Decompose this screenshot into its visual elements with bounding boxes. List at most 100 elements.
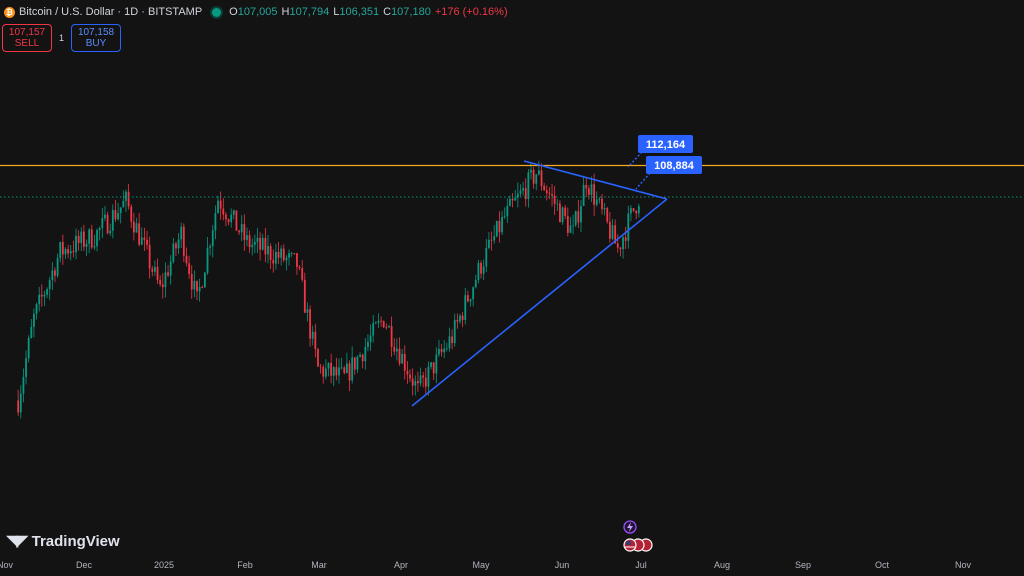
candle-body — [382, 321, 385, 328]
candle-body — [40, 294, 43, 297]
candle-body — [374, 322, 377, 324]
x-tick-label: May — [472, 560, 490, 570]
candle-body — [461, 315, 464, 320]
candle-body — [35, 304, 38, 314]
candle-body — [238, 230, 240, 233]
candle-body — [38, 294, 41, 305]
buy-button[interactable]: 107,158 BUY — [71, 24, 122, 52]
candle-body — [535, 174, 538, 184]
candle-body — [298, 266, 301, 268]
upper-trendline[interactable] — [523, 160, 668, 200]
candle-body — [488, 239, 490, 248]
candle-body — [414, 381, 417, 386]
candle-body — [561, 207, 564, 223]
candle-body — [361, 354, 364, 362]
candle-body — [169, 261, 172, 276]
candle-body — [511, 198, 514, 201]
candle-body — [46, 289, 48, 295]
candle-body — [369, 335, 372, 342]
quantity-value[interactable]: 1 — [59, 33, 65, 43]
candle-body — [104, 214, 106, 219]
callout-108884[interactable]: 108,884 — [646, 156, 702, 174]
candle-body — [598, 198, 601, 200]
candle-body — [632, 208, 635, 211]
candle-body — [301, 267, 304, 280]
candle-body — [501, 216, 503, 233]
candle-body — [432, 362, 435, 374]
candle-body — [351, 357, 354, 381]
candle-body — [390, 326, 393, 347]
candle-body — [198, 286, 201, 292]
tradingview-logo[interactable]: ◥◤ TradingView — [6, 531, 120, 551]
lower-trendline[interactable] — [411, 198, 668, 407]
candle-body — [172, 243, 175, 262]
us-flag-events-icon[interactable] — [623, 538, 653, 552]
candle-body — [335, 367, 338, 376]
candle-body — [219, 200, 222, 209]
candle-body — [243, 224, 246, 240]
candle-body — [309, 309, 311, 339]
callout-112164[interactable]: 112,164 — [638, 135, 693, 153]
candle-body — [167, 272, 169, 276]
candle-body — [274, 251, 277, 264]
candle-body — [343, 367, 346, 373]
candle-body — [466, 295, 469, 302]
candle-body — [616, 243, 619, 248]
candle-body — [327, 362, 330, 369]
callout-label: 108,884 — [654, 160, 695, 172]
candle-body — [332, 367, 335, 376]
candle-body — [524, 188, 527, 200]
candle-body — [146, 239, 148, 245]
candle-body — [190, 274, 193, 290]
candle-body — [611, 225, 614, 239]
candle-body — [456, 320, 459, 322]
candle-body — [248, 235, 251, 248]
candle-body — [90, 229, 93, 248]
candle-body — [130, 206, 133, 222]
candle-body — [385, 327, 388, 329]
candle-body — [509, 198, 511, 206]
candle-body — [577, 211, 580, 223]
trade-panel: 107,157 SELL 1 107,158 BUY — [2, 24, 122, 52]
candle-body — [530, 169, 532, 173]
candle-body — [606, 208, 609, 222]
candle-body — [111, 209, 114, 231]
market-open-icon — [212, 7, 222, 17]
candle-body — [180, 226, 183, 240]
sell-price: 107,157 — [8, 27, 46, 38]
candle-body — [317, 349, 319, 367]
candle-body — [503, 216, 506, 218]
candle-body — [214, 213, 217, 231]
candle-body — [377, 320, 380, 323]
x-tick-label: Dec — [76, 560, 93, 570]
buy-price: 107,158 — [77, 27, 115, 38]
candle-body — [427, 366, 430, 387]
candle-body — [206, 247, 209, 273]
candle-body — [264, 237, 267, 255]
candle-body — [67, 249, 70, 254]
candle-body — [225, 214, 227, 220]
candle-body — [261, 237, 264, 250]
sell-button[interactable]: 107,157 SELL — [2, 24, 52, 52]
candle-body — [77, 235, 80, 243]
candle-body — [88, 229, 91, 244]
symbol-title[interactable]: Bitcoin / U.S. Dollar · 1D · BITSTAMP — [19, 6, 203, 18]
candle-body — [637, 206, 640, 214]
candle-body — [269, 245, 272, 260]
candle-body — [388, 326, 390, 328]
x-tick-label: Jun — [555, 560, 570, 570]
ohlc-close: C107,180 — [383, 6, 431, 18]
x-tick-label: Sep — [795, 560, 811, 570]
candle-body — [232, 210, 235, 215]
candle-body — [106, 214, 109, 234]
candle-body — [80, 231, 83, 243]
lightning-icon[interactable] — [623, 520, 637, 534]
x-tick-label: Mar — [311, 560, 327, 570]
candle-body — [19, 393, 22, 413]
candle-body — [256, 237, 259, 242]
candle-body — [75, 235, 77, 253]
candle-body — [514, 197, 517, 201]
candle-body — [30, 326, 33, 339]
candle-body — [424, 377, 427, 387]
